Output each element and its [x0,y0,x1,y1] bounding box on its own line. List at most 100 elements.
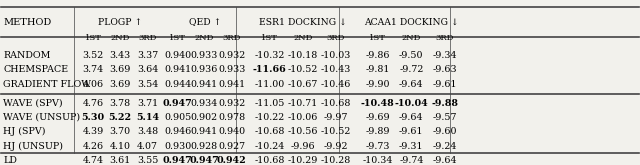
Text: 4.74: 4.74 [83,156,104,165]
Text: 3.54: 3.54 [137,80,158,89]
Text: -10.68: -10.68 [321,99,351,108]
Text: -10.04: -10.04 [394,99,428,108]
Text: METHOD: METHOD [3,17,51,27]
Text: -9.96: -9.96 [291,142,315,151]
Text: 5.30: 5.30 [82,113,105,122]
Text: 0.941: 0.941 [191,127,218,136]
Text: -11.66: -11.66 [253,65,287,74]
Text: 0.933: 0.933 [191,51,218,60]
Text: LD: LD [3,156,17,165]
Text: -9.63: -9.63 [432,65,457,74]
Text: WAVE (SPV): WAVE (SPV) [3,99,63,108]
Text: -9.60: -9.60 [432,127,457,136]
Text: -9.86: -9.86 [365,51,390,60]
Text: 2ND: 2ND [111,34,130,42]
Text: 0.947: 0.947 [189,156,220,165]
Text: -9.92: -9.92 [324,142,348,151]
Text: 2ND: 2ND [402,34,421,42]
Text: 3.64: 3.64 [137,65,158,74]
Text: 3.52: 3.52 [83,51,104,60]
Text: 5.14: 5.14 [136,113,159,122]
Text: 3.37: 3.37 [137,51,158,60]
Text: -10.71: -10.71 [287,99,318,108]
Text: 4.76: 4.76 [83,99,104,108]
Text: -10.06: -10.06 [287,113,318,122]
Text: 0.927: 0.927 [218,142,245,151]
Text: 3RD: 3RD [327,34,345,42]
Text: 3.69: 3.69 [109,65,131,74]
Text: -9.57: -9.57 [432,113,457,122]
Text: 3RD: 3RD [223,34,241,42]
Text: -10.68: -10.68 [254,127,285,136]
Text: 3.48: 3.48 [137,127,158,136]
Text: 2ND: 2ND [293,34,312,42]
Text: 0.940: 0.940 [164,51,191,60]
Text: 0.947: 0.947 [163,99,193,108]
Text: 3RD: 3RD [138,34,157,42]
Text: -10.34: -10.34 [362,156,393,165]
Text: -10.22: -10.22 [255,113,285,122]
Text: -11.00: -11.00 [255,80,285,89]
Text: 0.944: 0.944 [164,80,191,89]
Text: ESR1 DOCKING ↓: ESR1 DOCKING ↓ [259,17,347,27]
Text: -10.67: -10.67 [287,80,318,89]
Text: -9.64: -9.64 [399,113,424,122]
Text: -9.72: -9.72 [399,65,424,74]
Text: GRADIENT FLOW: GRADIENT FLOW [3,80,92,89]
Text: 0.936: 0.936 [191,65,218,74]
Text: QED ↑: QED ↑ [189,17,221,27]
Text: -11.05: -11.05 [254,99,285,108]
Text: -10.56: -10.56 [287,127,318,136]
Text: -10.28: -10.28 [321,156,351,165]
Text: -9.90: -9.90 [365,80,390,89]
Text: 0.905: 0.905 [164,113,191,122]
Text: 2ND: 2ND [195,34,214,42]
Text: 1ST: 1ST [169,34,186,42]
Text: 5.22: 5.22 [109,113,132,122]
Text: 3.71: 3.71 [137,99,158,108]
Text: 4.06: 4.06 [83,80,104,89]
Text: 3.43: 3.43 [109,51,131,60]
Text: -9.64: -9.64 [432,156,457,165]
Text: PLOGP ↑: PLOGP ↑ [99,17,143,27]
Text: 3.74: 3.74 [83,65,104,74]
Text: 0.933: 0.933 [218,65,246,74]
Text: -9.24: -9.24 [433,142,457,151]
Text: CHEMSPACE: CHEMSPACE [3,65,68,74]
Text: -10.29: -10.29 [287,156,318,165]
Text: RANDOM: RANDOM [3,51,51,60]
Text: 0.932: 0.932 [218,99,246,108]
Text: 0.930: 0.930 [164,142,191,151]
Text: 4.07: 4.07 [137,142,158,151]
Text: 3.78: 3.78 [109,99,131,108]
Text: -9.73: -9.73 [365,142,390,151]
Text: -9.89: -9.89 [365,127,390,136]
Text: 0.941: 0.941 [191,80,218,89]
Text: -10.46: -10.46 [321,80,351,89]
Text: -10.24: -10.24 [255,142,285,151]
Text: 0.932: 0.932 [218,51,246,60]
Text: -9.31: -9.31 [399,142,424,151]
Text: HJ (SPV): HJ (SPV) [3,127,45,136]
Text: HJ (UNSUP): HJ (UNSUP) [3,142,63,151]
Text: -10.52: -10.52 [287,65,318,74]
Text: -9.81: -9.81 [365,65,390,74]
Text: 0.902: 0.902 [191,113,218,122]
Text: -10.43: -10.43 [321,65,351,74]
Text: -10.48: -10.48 [360,99,394,108]
Text: -9.34: -9.34 [432,51,457,60]
Text: 3.61: 3.61 [109,156,131,165]
Text: -9.61: -9.61 [432,80,457,89]
Text: 0.934: 0.934 [191,99,218,108]
Text: -10.32: -10.32 [254,51,285,60]
Text: 4.39: 4.39 [83,127,104,136]
Text: 3.69: 3.69 [109,80,131,89]
Text: 3RD: 3RD [435,34,454,42]
Text: 0.940: 0.940 [218,127,245,136]
Text: 1ST: 1ST [261,34,278,42]
Text: 0.947: 0.947 [163,156,193,165]
Text: 0.941: 0.941 [218,80,245,89]
Text: ACAA1 DOCKING ↓: ACAA1 DOCKING ↓ [364,17,458,27]
Text: 0.946: 0.946 [164,127,191,136]
Text: WAVE (UNSUP): WAVE (UNSUP) [3,113,81,122]
